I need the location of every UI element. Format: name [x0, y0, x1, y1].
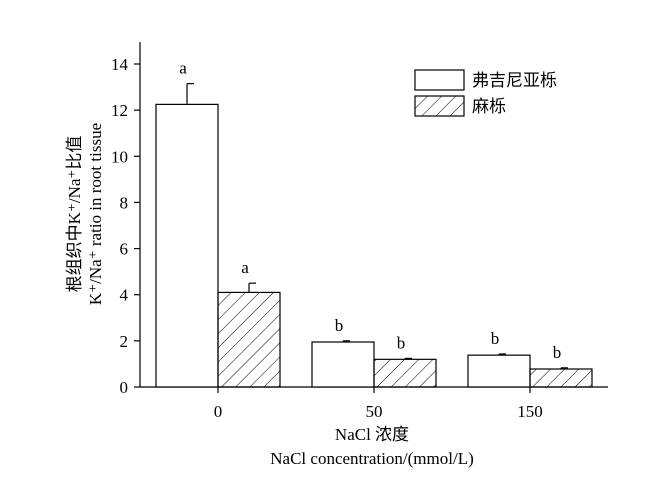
x-ticks: 0 50 150 — [214, 387, 543, 421]
y-axis-title: 根组织中K⁺/Na⁺比值 K⁺/Na⁺ ratio in root tissue — [65, 123, 105, 305]
y-tick-label-0: 0 — [120, 378, 129, 397]
letter-s0-c2: b — [491, 329, 500, 348]
legend: 弗吉尼亚栎 麻栎 — [414, 69, 557, 117]
legend-label-1: 麻栎 — [472, 97, 506, 116]
legend-swatch-open — [414, 69, 465, 91]
legend-label-0: 弗吉尼亚栎 — [472, 71, 557, 90]
legend-swatch-hatched — [414, 95, 465, 117]
x-tick-label-1: 50 — [366, 402, 383, 421]
bar-s0-c0 — [155, 103, 219, 388]
y-tick-label-2: 4 — [120, 286, 129, 305]
y-axis-title-en: K⁺/Na⁺ ratio in root tissue — [86, 123, 105, 305]
y-tick-label-1: 2 — [120, 332, 129, 351]
bar-s0-c2 — [467, 354, 531, 388]
y-tick-label-6: 12 — [111, 101, 128, 120]
x-axis-title-zh: NaCl 浓度 — [335, 425, 409, 444]
bars — [155, 103, 593, 388]
bar-s0-c1 — [311, 341, 375, 388]
y-tick-label-3: 6 — [120, 240, 129, 259]
y-tick-label-4: 8 — [120, 193, 129, 212]
significance-letters: a b b a b b — [179, 59, 561, 362]
letter-s1-c0: a — [241, 258, 249, 277]
y-tick-label-5: 10 — [111, 147, 128, 166]
bar-s1-c2 — [529, 368, 593, 388]
letter-s0-c1: b — [335, 316, 344, 335]
error-bars — [186, 83, 568, 370]
bar-s1-c1 — [373, 358, 437, 388]
y-axis-title-zh: 根组织中K⁺/Na⁺比值 — [65, 136, 84, 293]
x-tick-label-2: 150 — [517, 402, 543, 421]
x-axis-title-en: NaCl concentration/(mmol/L) — [270, 449, 473, 468]
letter-s0-c0: a — [179, 59, 187, 78]
letter-s1-c1: b — [397, 333, 406, 352]
letter-s1-c2: b — [553, 343, 562, 362]
y-tick-label-7: 14 — [111, 55, 129, 74]
x-tick-label-0: 0 — [214, 402, 223, 421]
y-ticks: 0 2 4 6 8 10 12 14 — [111, 55, 140, 397]
bar-s1-c0 — [217, 291, 281, 388]
